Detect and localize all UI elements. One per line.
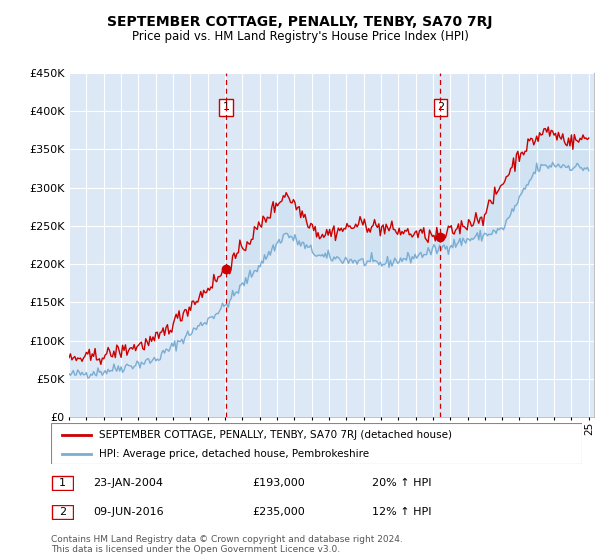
FancyBboxPatch shape	[52, 475, 73, 490]
Text: 2: 2	[437, 102, 444, 112]
Text: Contains HM Land Registry data © Crown copyright and database right 2024.
This d: Contains HM Land Registry data © Crown c…	[51, 535, 403, 554]
Text: £193,000: £193,000	[252, 478, 305, 488]
Text: £235,000: £235,000	[252, 507, 305, 517]
Text: 1: 1	[223, 102, 230, 112]
Text: 2: 2	[59, 507, 66, 517]
FancyBboxPatch shape	[51, 423, 582, 464]
Text: SEPTEMBER COTTAGE, PENALLY, TENBY, SA70 7RJ: SEPTEMBER COTTAGE, PENALLY, TENBY, SA70 …	[107, 15, 493, 29]
Text: 20% ↑ HPI: 20% ↑ HPI	[372, 478, 431, 488]
Text: Price paid vs. HM Land Registry's House Price Index (HPI): Price paid vs. HM Land Registry's House …	[131, 30, 469, 43]
Text: 09-JUN-2016: 09-JUN-2016	[93, 507, 164, 517]
Text: 23-JAN-2004: 23-JAN-2004	[93, 478, 163, 488]
Text: SEPTEMBER COTTAGE, PENALLY, TENBY, SA70 7RJ (detached house): SEPTEMBER COTTAGE, PENALLY, TENBY, SA70 …	[99, 430, 452, 440]
Text: 12% ↑ HPI: 12% ↑ HPI	[372, 507, 431, 517]
FancyBboxPatch shape	[52, 505, 73, 520]
Text: HPI: Average price, detached house, Pembrokeshire: HPI: Average price, detached house, Pemb…	[99, 449, 369, 459]
Text: 1: 1	[59, 478, 66, 488]
